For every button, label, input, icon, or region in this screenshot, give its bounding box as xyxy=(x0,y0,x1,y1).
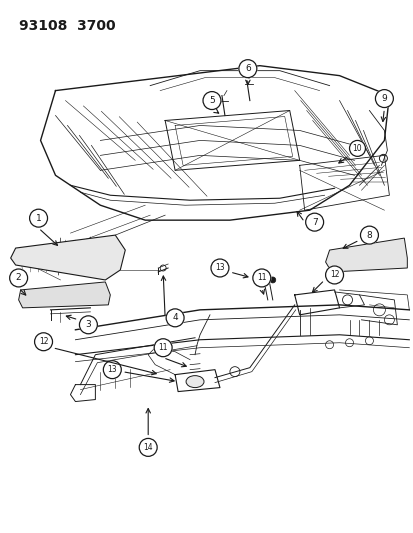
Circle shape xyxy=(139,439,157,456)
Circle shape xyxy=(211,259,228,277)
Text: 11: 11 xyxy=(256,273,266,282)
Circle shape xyxy=(269,277,275,283)
Circle shape xyxy=(29,209,47,227)
Text: 3: 3 xyxy=(85,320,91,329)
Text: 12: 12 xyxy=(39,337,48,346)
Text: 14: 14 xyxy=(143,443,153,452)
Text: 93108  3700: 93108 3700 xyxy=(19,19,115,33)
Text: 2: 2 xyxy=(16,273,21,282)
Circle shape xyxy=(154,339,172,357)
Text: 13: 13 xyxy=(107,365,117,374)
Circle shape xyxy=(103,361,121,378)
Circle shape xyxy=(349,140,365,156)
Text: 8: 8 xyxy=(366,231,371,240)
Text: 11: 11 xyxy=(158,343,168,352)
Text: 12: 12 xyxy=(329,270,339,279)
Text: 13: 13 xyxy=(215,263,224,272)
Circle shape xyxy=(202,92,221,109)
Polygon shape xyxy=(11,235,125,280)
Text: 6: 6 xyxy=(244,64,250,73)
Circle shape xyxy=(35,333,52,351)
Text: 7: 7 xyxy=(311,217,317,227)
Polygon shape xyxy=(325,238,406,272)
Text: 10: 10 xyxy=(352,144,361,153)
Circle shape xyxy=(325,266,343,284)
Ellipse shape xyxy=(185,376,204,387)
Circle shape xyxy=(79,316,97,334)
Polygon shape xyxy=(19,282,110,308)
Circle shape xyxy=(166,309,184,327)
Text: 4: 4 xyxy=(172,313,178,322)
Circle shape xyxy=(305,213,323,231)
Circle shape xyxy=(262,277,268,283)
Text: 9: 9 xyxy=(381,94,386,103)
Circle shape xyxy=(238,60,256,78)
Text: 5: 5 xyxy=(209,96,214,105)
Circle shape xyxy=(252,269,270,287)
Circle shape xyxy=(375,90,392,108)
Circle shape xyxy=(9,269,28,287)
Text: 1: 1 xyxy=(36,214,41,223)
Circle shape xyxy=(360,226,377,244)
